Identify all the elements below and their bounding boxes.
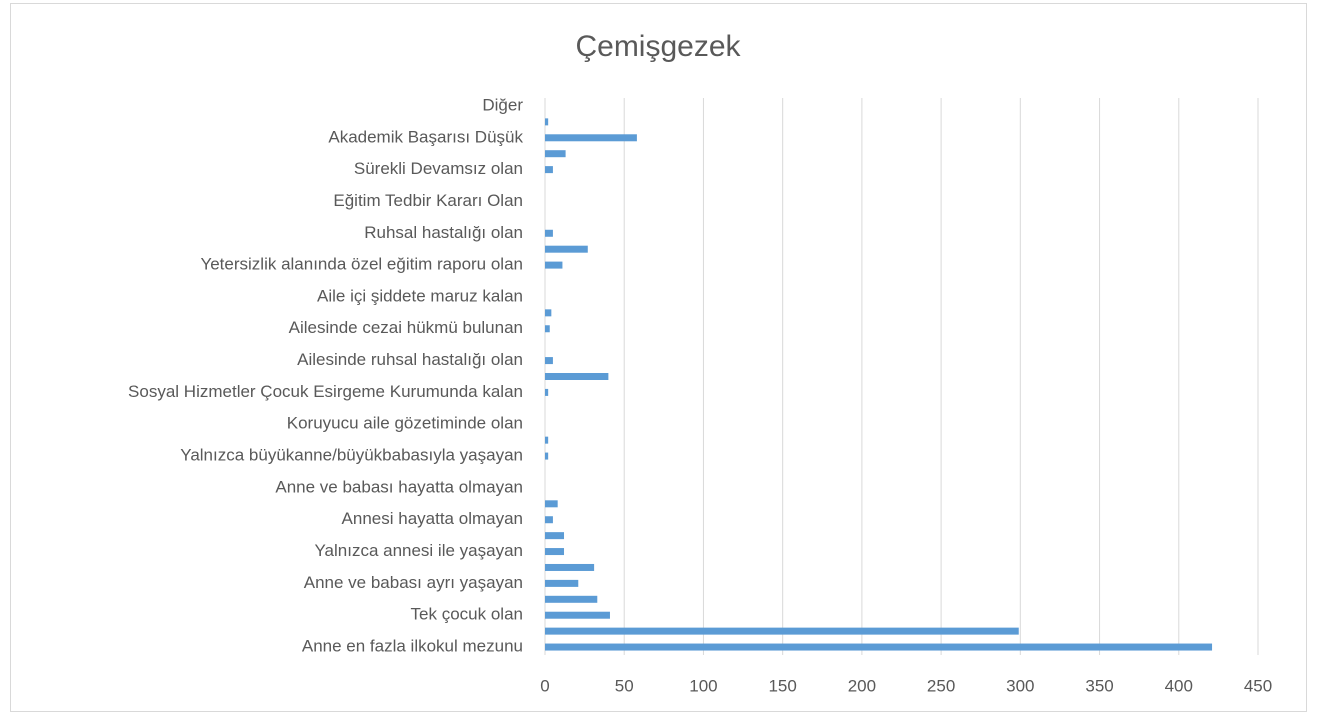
bar [545,579,579,587]
y-tick-label: Yetersizlik alanında özel eğitim raporu … [200,255,523,274]
bar [545,166,553,174]
bar [545,229,553,237]
bar [545,373,609,380]
bar [545,134,637,142]
bar [545,452,549,460]
y-tick-label: Anne ve babası hayatta olmayan [275,477,523,496]
x-tick-label: 450 [1244,676,1272,695]
bar [545,611,610,619]
y-tick-label: Ailesinde cezai hükmü bulunan [289,318,523,337]
y-tick-label: Akademik Başarısı Düşük [328,127,523,146]
y-tick-label: Yalnızca annesi ile yaşayan [314,541,523,560]
y-tick-label: Koruyucu aile gözetiminde olan [287,414,523,433]
chart-title: Çemişgezek [575,30,741,63]
bar [545,516,553,524]
x-tick-label: 100 [689,676,717,695]
y-tick-label: Aile içi şiddete maruz kalan [317,286,523,305]
x-tick-label: 50 [615,676,634,695]
bar [545,643,1213,651]
bar [545,595,598,603]
chart-border [10,3,1307,712]
bar [545,357,553,365]
y-tick-label: Yalnızca büyükanne/büyükbabasıyla yaşaya… [180,446,523,465]
bar [545,150,566,158]
y-tick-label: Anne en fazla ilkokul mezunu [302,637,523,656]
y-tick-label: Sürekli Devamsız olan [354,159,523,178]
y-tick-label: Annesi hayatta olmayan [342,509,523,528]
x-tick-label: 200 [848,676,876,695]
bar [545,563,595,571]
x-tick-label: 350 [1085,676,1113,695]
bar [545,309,552,317]
y-tick-label: Eğitim Tedbir Kararı Olan [333,191,523,210]
bar [545,261,563,269]
bar [545,325,550,333]
bar [545,118,549,126]
y-tick-label: Sosyal Hizmetler Çocuk Esirgeme Kurumund… [128,382,523,401]
x-tick-label: 0 [540,676,549,695]
bar [545,436,549,444]
x-tick-label: 250 [927,676,955,695]
x-tick-label: 300 [1006,676,1034,695]
x-tick-label: 400 [1165,676,1193,695]
bar [545,548,565,556]
y-tick-label: Anne ve babası ayrı yaşayan [304,573,523,592]
y-tick-label: Tek çocuk olan [411,605,523,624]
y-tick-label: Ruhsal hastalığı olan [364,223,523,242]
bar [545,245,588,253]
bar [545,500,558,508]
x-tick-label: 150 [768,676,796,695]
y-tick-label: Ailesinde ruhsal hastalığı olan [297,350,523,369]
y-tick-label: Diğer [482,95,523,114]
bar [545,388,549,396]
bar [545,532,565,540]
bar [545,627,1019,635]
